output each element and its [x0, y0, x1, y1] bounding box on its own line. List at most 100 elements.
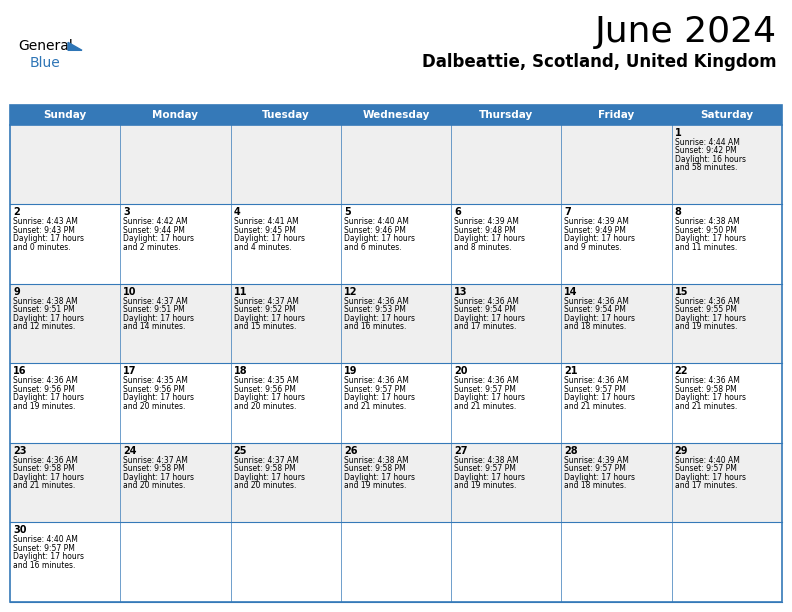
Text: and 21 minutes.: and 21 minutes. — [13, 481, 75, 490]
Text: Sunrise: 4:39 AM: Sunrise: 4:39 AM — [565, 217, 630, 226]
Bar — [120, 284, 230, 364]
Text: Blue: Blue — [30, 56, 61, 70]
Text: Sunset: 9:57 PM: Sunset: 9:57 PM — [13, 544, 75, 553]
Bar — [230, 364, 341, 443]
Bar — [672, 364, 782, 443]
Text: 1: 1 — [675, 128, 681, 138]
Text: Sunrise: 4:40 AM: Sunrise: 4:40 AM — [13, 536, 78, 544]
Text: 3: 3 — [124, 207, 130, 217]
Bar — [341, 284, 451, 364]
Text: and 19 minutes.: and 19 minutes. — [675, 323, 737, 331]
Text: 17: 17 — [124, 367, 137, 376]
Text: Sunset: 9:58 PM: Sunset: 9:58 PM — [675, 385, 737, 394]
Text: Sunrise: 4:42 AM: Sunrise: 4:42 AM — [124, 217, 188, 226]
Text: Sunrise: 4:40 AM: Sunrise: 4:40 AM — [675, 456, 740, 465]
Text: Sunset: 9:57 PM: Sunset: 9:57 PM — [454, 465, 516, 473]
Text: and 21 minutes.: and 21 minutes. — [565, 402, 626, 411]
Bar — [341, 523, 451, 602]
Text: Daylight: 17 hours: Daylight: 17 hours — [13, 552, 84, 561]
Text: 2: 2 — [13, 207, 20, 217]
Text: Daylight: 17 hours: Daylight: 17 hours — [344, 473, 415, 482]
Text: 10: 10 — [124, 287, 137, 297]
Text: Sunrise: 4:36 AM: Sunrise: 4:36 AM — [344, 297, 409, 306]
Text: Sunset: 9:51 PM: Sunset: 9:51 PM — [124, 305, 185, 314]
Text: Sunset: 9:49 PM: Sunset: 9:49 PM — [565, 226, 626, 235]
Text: and 21 minutes.: and 21 minutes. — [675, 402, 737, 411]
Text: and 21 minutes.: and 21 minutes. — [454, 402, 516, 411]
Bar — [451, 523, 562, 602]
Text: Sunrise: 4:38 AM: Sunrise: 4:38 AM — [454, 456, 519, 465]
Text: Sunset: 9:57 PM: Sunset: 9:57 PM — [454, 385, 516, 394]
Text: and 2 minutes.: and 2 minutes. — [124, 243, 181, 252]
Bar — [672, 284, 782, 364]
Text: 29: 29 — [675, 446, 688, 456]
Text: and 9 minutes.: and 9 minutes. — [565, 243, 622, 252]
Text: 28: 28 — [565, 446, 578, 456]
Text: Friday: Friday — [599, 110, 634, 120]
Text: Saturday: Saturday — [700, 110, 753, 120]
Text: 6: 6 — [454, 207, 461, 217]
Text: Sunset: 9:55 PM: Sunset: 9:55 PM — [675, 305, 737, 314]
Text: 30: 30 — [13, 526, 26, 536]
Text: Daylight: 17 hours: Daylight: 17 hours — [565, 234, 635, 243]
Text: Sunset: 9:56 PM: Sunset: 9:56 PM — [13, 385, 75, 394]
Bar — [230, 125, 341, 204]
Text: Sunrise: 4:38 AM: Sunrise: 4:38 AM — [675, 217, 740, 226]
Text: Thursday: Thursday — [479, 110, 533, 120]
Text: Sunset: 9:58 PM: Sunset: 9:58 PM — [13, 465, 74, 473]
Text: Sunset: 9:42 PM: Sunset: 9:42 PM — [675, 146, 737, 155]
Text: and 17 minutes.: and 17 minutes. — [454, 323, 516, 331]
Bar — [341, 204, 451, 284]
Text: June 2024: June 2024 — [595, 15, 777, 49]
Text: Sunset: 9:56 PM: Sunset: 9:56 PM — [124, 385, 185, 394]
Text: Sunrise: 4:35 AM: Sunrise: 4:35 AM — [234, 376, 299, 385]
Text: Sunset: 9:57 PM: Sunset: 9:57 PM — [565, 465, 626, 473]
Bar — [562, 364, 672, 443]
Polygon shape — [68, 42, 82, 50]
Text: Daylight: 17 hours: Daylight: 17 hours — [234, 234, 305, 243]
Bar — [230, 284, 341, 364]
Text: Sunset: 9:54 PM: Sunset: 9:54 PM — [565, 305, 626, 314]
Text: and 6 minutes.: and 6 minutes. — [344, 243, 402, 252]
Text: 13: 13 — [454, 287, 467, 297]
Text: and 21 minutes.: and 21 minutes. — [344, 402, 406, 411]
Bar — [672, 443, 782, 523]
Text: Sunset: 9:58 PM: Sunset: 9:58 PM — [234, 465, 295, 473]
Bar — [120, 364, 230, 443]
Bar — [230, 523, 341, 602]
Text: and 20 minutes.: and 20 minutes. — [124, 481, 185, 490]
Text: Daylight: 17 hours: Daylight: 17 hours — [675, 314, 746, 323]
Bar — [10, 105, 782, 602]
Text: 7: 7 — [565, 207, 571, 217]
Text: Sunset: 9:43 PM: Sunset: 9:43 PM — [13, 226, 75, 235]
Text: Daylight: 17 hours: Daylight: 17 hours — [675, 234, 746, 243]
Text: Daylight: 17 hours: Daylight: 17 hours — [234, 473, 305, 482]
Bar — [672, 523, 782, 602]
Text: and 0 minutes.: and 0 minutes. — [13, 243, 70, 252]
Text: and 19 minutes.: and 19 minutes. — [454, 481, 516, 490]
Text: Daylight: 17 hours: Daylight: 17 hours — [565, 314, 635, 323]
Text: Daylight: 17 hours: Daylight: 17 hours — [344, 234, 415, 243]
Bar — [562, 443, 672, 523]
Text: Sunset: 9:57 PM: Sunset: 9:57 PM — [565, 385, 626, 394]
Text: Sunrise: 4:36 AM: Sunrise: 4:36 AM — [13, 456, 78, 465]
Text: Daylight: 16 hours: Daylight: 16 hours — [675, 155, 746, 164]
Text: Daylight: 17 hours: Daylight: 17 hours — [454, 234, 525, 243]
Text: Sunset: 9:44 PM: Sunset: 9:44 PM — [124, 226, 185, 235]
Text: 19: 19 — [344, 367, 357, 376]
Text: Sunrise: 4:37 AM: Sunrise: 4:37 AM — [124, 297, 188, 306]
Bar — [451, 364, 562, 443]
Text: 25: 25 — [234, 446, 247, 456]
Text: 22: 22 — [675, 367, 688, 376]
Bar — [230, 443, 341, 523]
Bar — [120, 523, 230, 602]
Text: Sunrise: 4:37 AM: Sunrise: 4:37 AM — [124, 456, 188, 465]
Text: Daylight: 17 hours: Daylight: 17 hours — [13, 394, 84, 402]
Text: Sunrise: 4:39 AM: Sunrise: 4:39 AM — [565, 456, 630, 465]
Text: 21: 21 — [565, 367, 578, 376]
Text: Sunrise: 4:36 AM: Sunrise: 4:36 AM — [13, 376, 78, 385]
Text: 27: 27 — [454, 446, 467, 456]
Text: Sunset: 9:54 PM: Sunset: 9:54 PM — [454, 305, 516, 314]
Text: 18: 18 — [234, 367, 247, 376]
Text: Sunset: 9:57 PM: Sunset: 9:57 PM — [344, 385, 406, 394]
